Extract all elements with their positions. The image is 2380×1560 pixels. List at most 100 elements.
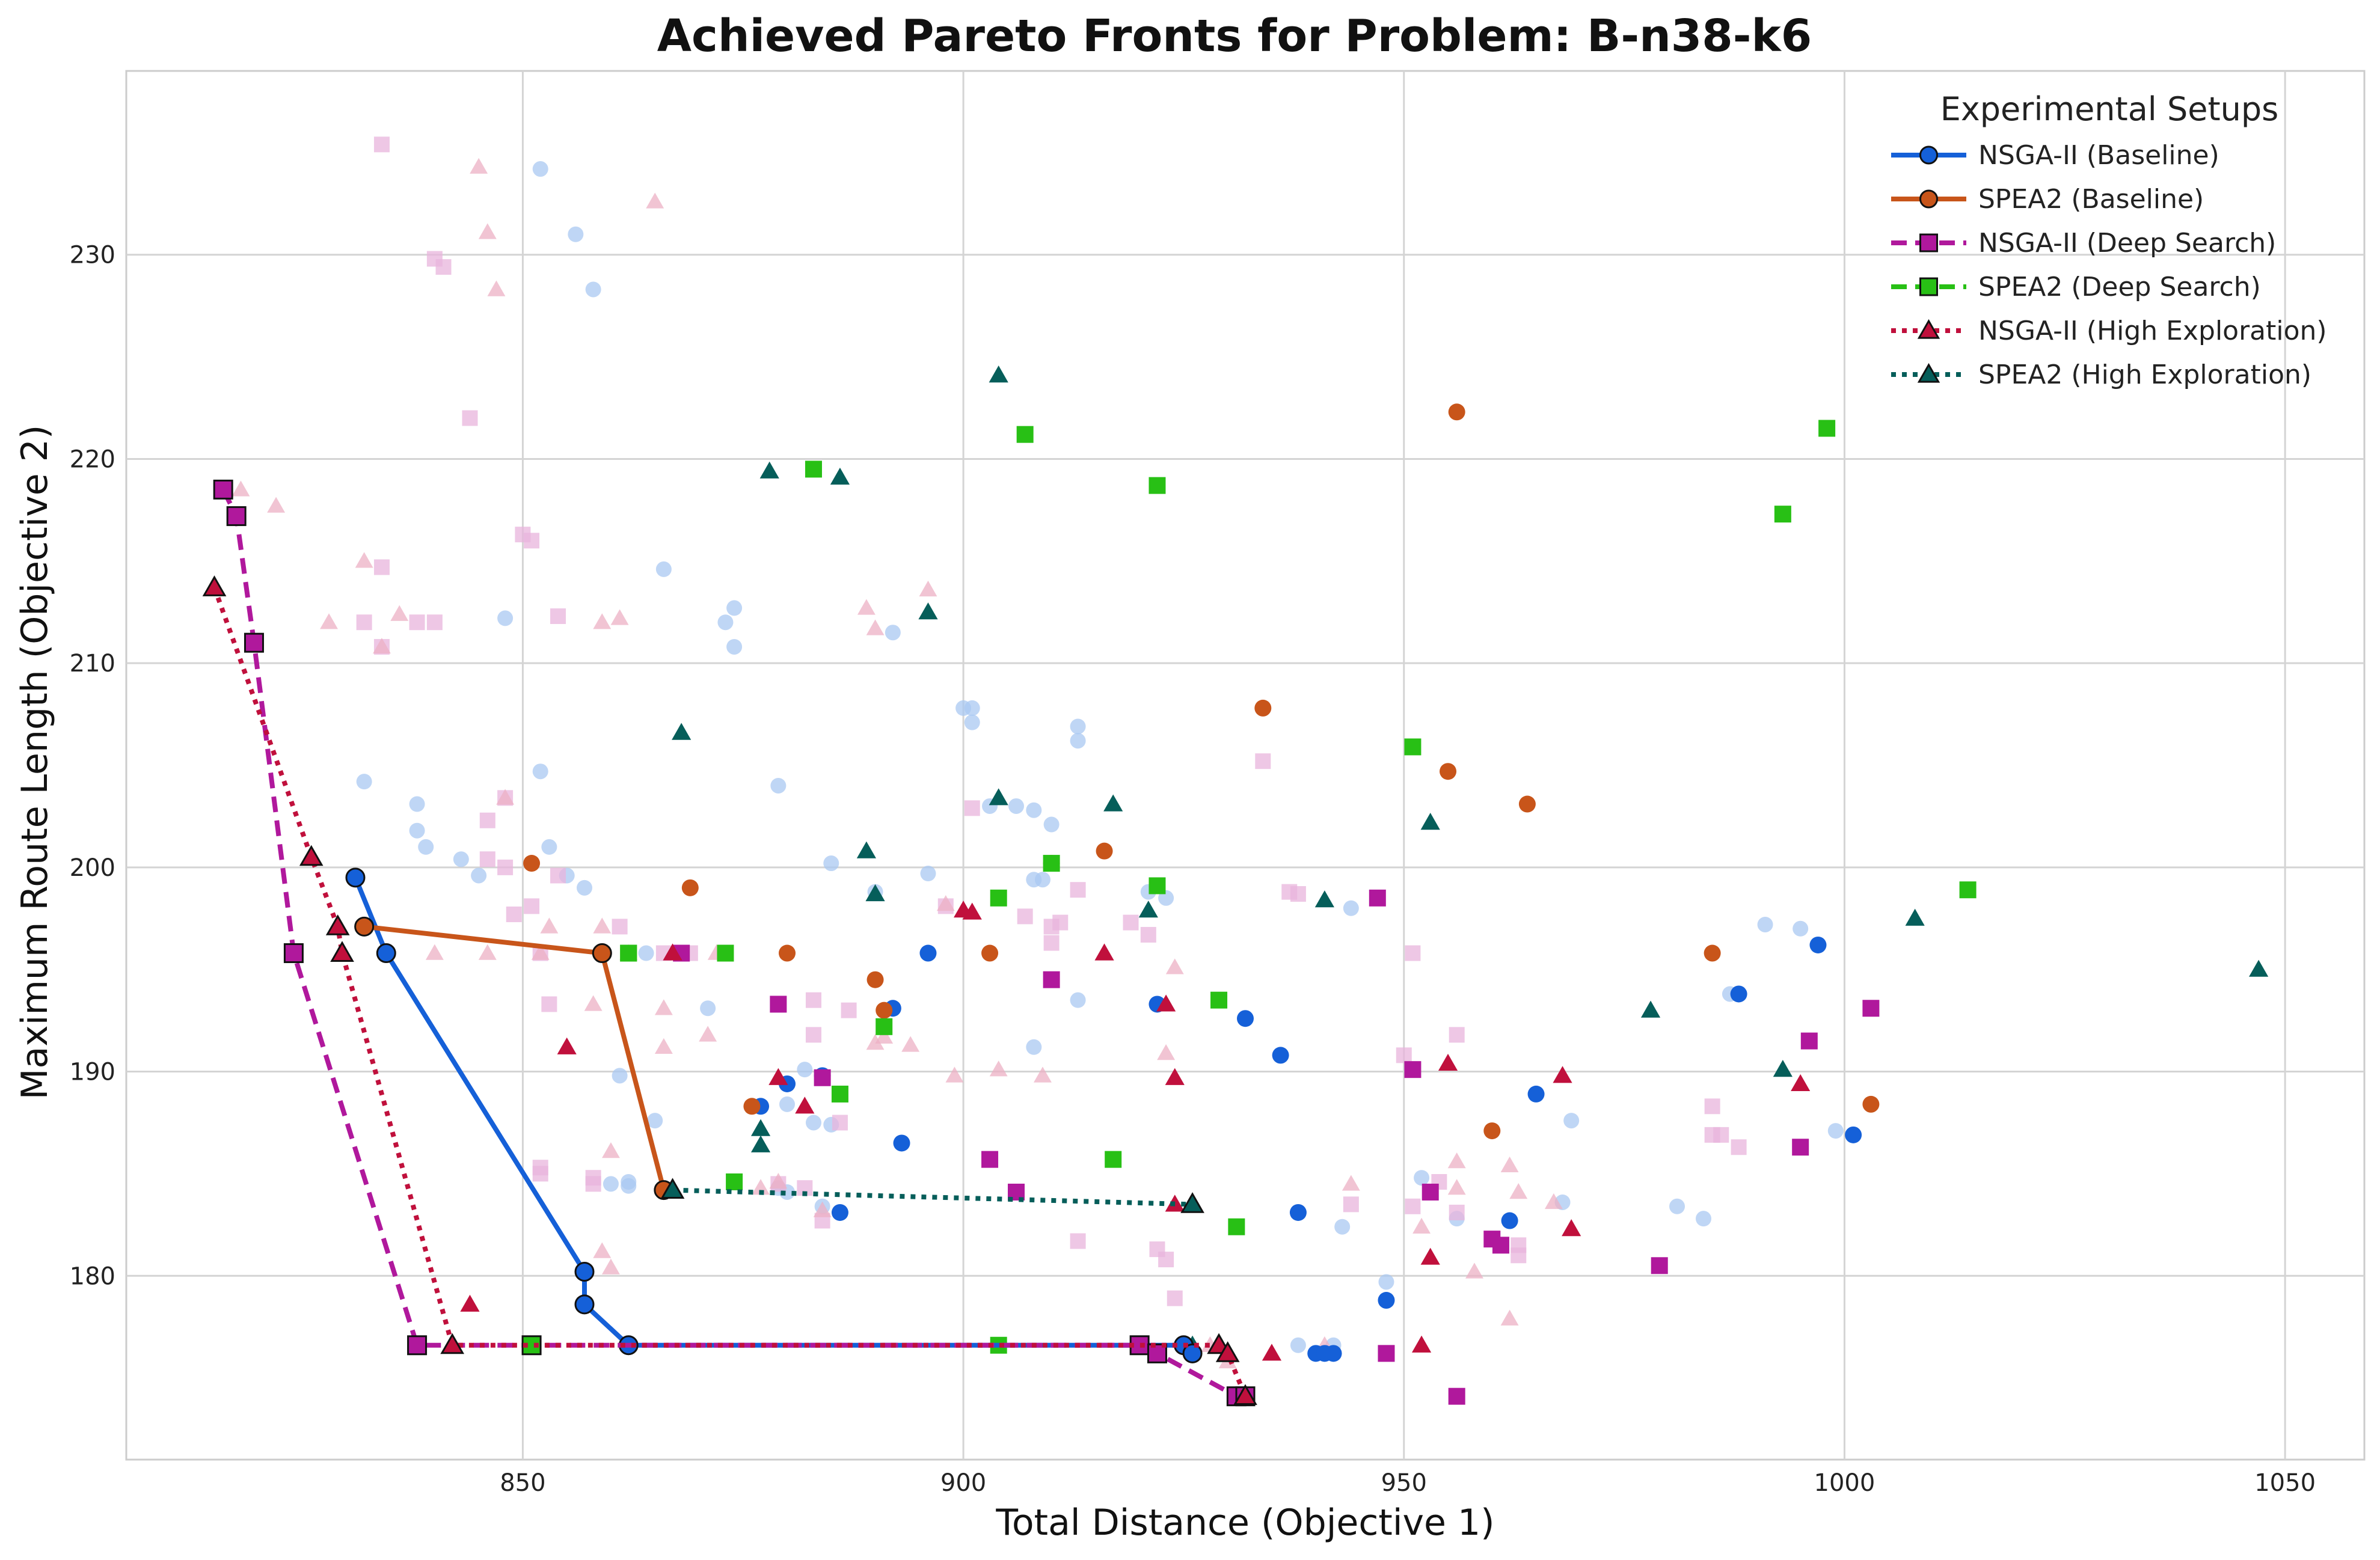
nsga-ii-high-exploration-point (768, 1068, 788, 1085)
nsga-ii-baseline-faded-point (453, 851, 469, 867)
y-tick-label: 210 (70, 650, 115, 678)
nsga-ii-baseline-faded-point (797, 1062, 813, 1078)
nsga-ii-baseline-faded-point (576, 879, 592, 896)
nsga-ii-baseline-faded-point (717, 614, 734, 631)
nsga-ii-high-exploration-faded-point (752, 1179, 770, 1195)
nsga-ii-high-exploration-point (1094, 943, 1114, 961)
nsga-ii-high-exploration-faded-point (866, 1034, 885, 1050)
nsga-ii-deep-search-point (1422, 1183, 1439, 1201)
spea2-baseline-point (1254, 699, 1272, 717)
nsga-ii-deep-search-faded-point (1070, 1233, 1086, 1249)
nsga-ii-baseline-faded-point (726, 638, 743, 655)
nsga-ii-baseline-faded-point (409, 822, 425, 839)
x-axis-label: Total Distance (Objective 1) (995, 1502, 1494, 1544)
nsga-ii-baseline-faded-point (964, 700, 980, 716)
nsga-ii-baseline-faded-point (603, 1176, 619, 1192)
nsga-ii-high-exploration-faded-point (470, 158, 488, 174)
nsga-ii-baseline-faded-point (1563, 1113, 1580, 1129)
nsga-ii-deep-search-faded-point (612, 919, 628, 935)
nsga-ii-baseline-faded-point (1827, 1123, 1844, 1139)
spea2-high-exploration-point (918, 602, 938, 620)
nsga-ii-deep-search-point (981, 1151, 999, 1168)
nsga-ii-high-exploration-faded-point (355, 552, 373, 568)
nsga-ii-high-exploration-point (1262, 1344, 1282, 1361)
spea2-high-exploration-point (856, 841, 876, 858)
nsga-ii-baseline-point (919, 944, 937, 962)
y-axis-label: Maximum Route Length (Objective 2) (14, 425, 56, 1100)
y-tick-label: 230 (70, 242, 115, 269)
spea2-deep-search-point (1105, 1151, 1122, 1168)
nsga-ii-baseline-faded-point (1290, 1337, 1306, 1353)
nsga-ii-deep-search-faded-point (1511, 1247, 1527, 1264)
nsga-ii-high-exploration-faded-point (593, 917, 612, 934)
nsga-ii-high-exploration-faded-point (425, 944, 444, 960)
nsga-ii-baseline-faded-point (532, 161, 548, 177)
nsga-ii-deep-search-point (814, 1069, 831, 1086)
spea2-high-exploration-point (1640, 1000, 1661, 1018)
spea2-baseline-point (876, 1002, 893, 1019)
nsga-ii-high-exploration-front-point (299, 845, 324, 866)
nsga-ii-baseline-point (1237, 1010, 1254, 1027)
nsga-ii-baseline-faded-point (805, 1115, 821, 1131)
nsga-ii-deep-search-point (1448, 1387, 1465, 1405)
spea2-baseline-legend-marker (1919, 189, 1938, 209)
spea2-deep-search-point (805, 460, 822, 478)
nsga-ii-high-exploration-faded-point (945, 1066, 964, 1083)
nsga-ii-high-exploration-faded-point (540, 917, 559, 934)
nsga-ii-deep-search-faded-point (1043, 935, 1060, 951)
spea2-high-exploration-legend-label: SPEA2 (High Exploration) (1978, 359, 2311, 390)
nsga-ii-deep-search-point (770, 996, 787, 1013)
nsga-ii-deep-search-point (1369, 889, 1386, 907)
nsga-ii-baseline-point (1378, 1292, 1395, 1309)
nsga-ii-high-exploration-faded-point (769, 1173, 788, 1189)
nsga-ii-baseline-faded-point (1034, 872, 1050, 888)
spea2-deep-search-point (1016, 426, 1034, 443)
spea2-deep-search-point (1228, 1218, 1245, 1235)
nsga-ii-high-exploration-point (1791, 1074, 1811, 1092)
x-tick-label: 950 (1381, 1469, 1427, 1497)
nsga-ii-baseline-point (1809, 936, 1827, 953)
nsga-ii-baseline-faded-point (497, 610, 514, 626)
nsga-ii-high-exploration-faded-point (1544, 1193, 1563, 1210)
nsga-ii-high-exploration-faded-point (1500, 1156, 1519, 1173)
nsga-ii-high-exploration-point (663, 943, 682, 961)
legend: Experimental Setups NSGA-II (Baseline) SP… (1891, 90, 2327, 390)
spea2-high-exploration-point (1103, 794, 1123, 812)
nsga-ii-deep-search-faded-point (1017, 908, 1033, 925)
spea2-deep-search-point (1404, 738, 1422, 756)
nsga-ii-high-exploration-faded-point (1447, 1152, 1466, 1169)
nsga-ii-deep-search-point (1862, 1000, 1880, 1017)
spea2-deep-search-point (1043, 855, 1060, 872)
spea2-deep-search-point (1959, 881, 1977, 899)
nsga-ii-baseline-point (1501, 1212, 1518, 1229)
pareto-front-layer (202, 479, 1257, 1407)
nsga-ii-deep-search-faded-point (1449, 1204, 1465, 1220)
nsga-ii-baseline-faded-point (1043, 816, 1060, 833)
nsga-ii-deep-search-faded-point (1052, 914, 1069, 931)
nsga-ii-baseline-faded-point (1070, 718, 1086, 735)
nsga-ii-deep-search-faded-point (462, 410, 478, 426)
nsga-ii-baseline-faded-point (1414, 1170, 1430, 1186)
nsga-ii-high-exploration-faded-point (1034, 1066, 1052, 1083)
spea2-deep-search-point (1210, 991, 1228, 1009)
nsga-ii-baseline-point (1527, 1085, 1545, 1103)
nsga-ii-baseline-faded-point (356, 774, 372, 790)
spea2-high-exploration-point (2249, 959, 2269, 977)
nsga-ii-high-exploration-point (1553, 1066, 1572, 1083)
nsga-ii-baseline-faded-point (885, 625, 901, 641)
final-population-layer (460, 366, 2269, 1405)
nsga-ii-deep-search-faded-point (356, 614, 372, 631)
nsga-ii-deep-search-legend-label: NSGA-II (Deep Search) (1978, 228, 2276, 258)
nsga-ii-high-exploration-faded-point (866, 619, 885, 635)
spea2-baseline-point (866, 971, 884, 988)
nsga-ii-baseline-faded-point (1070, 733, 1086, 749)
spea2-baseline-point (1518, 795, 1536, 813)
nsga-ii-deep-search-faded-point (832, 1115, 848, 1131)
nsga-ii-deep-search-faded-point (497, 859, 514, 875)
nsga-ii-deep-search-faded-point (426, 614, 443, 631)
nsga-ii-deep-search-point (1800, 1032, 1818, 1050)
nsga-ii-high-exploration-faded-point (593, 613, 612, 629)
nsga-ii-deep-search-front-point (244, 632, 264, 653)
spea2-high-exploration-front-line (672, 1187, 1193, 1207)
spea2-high-exploration-point (759, 461, 779, 479)
